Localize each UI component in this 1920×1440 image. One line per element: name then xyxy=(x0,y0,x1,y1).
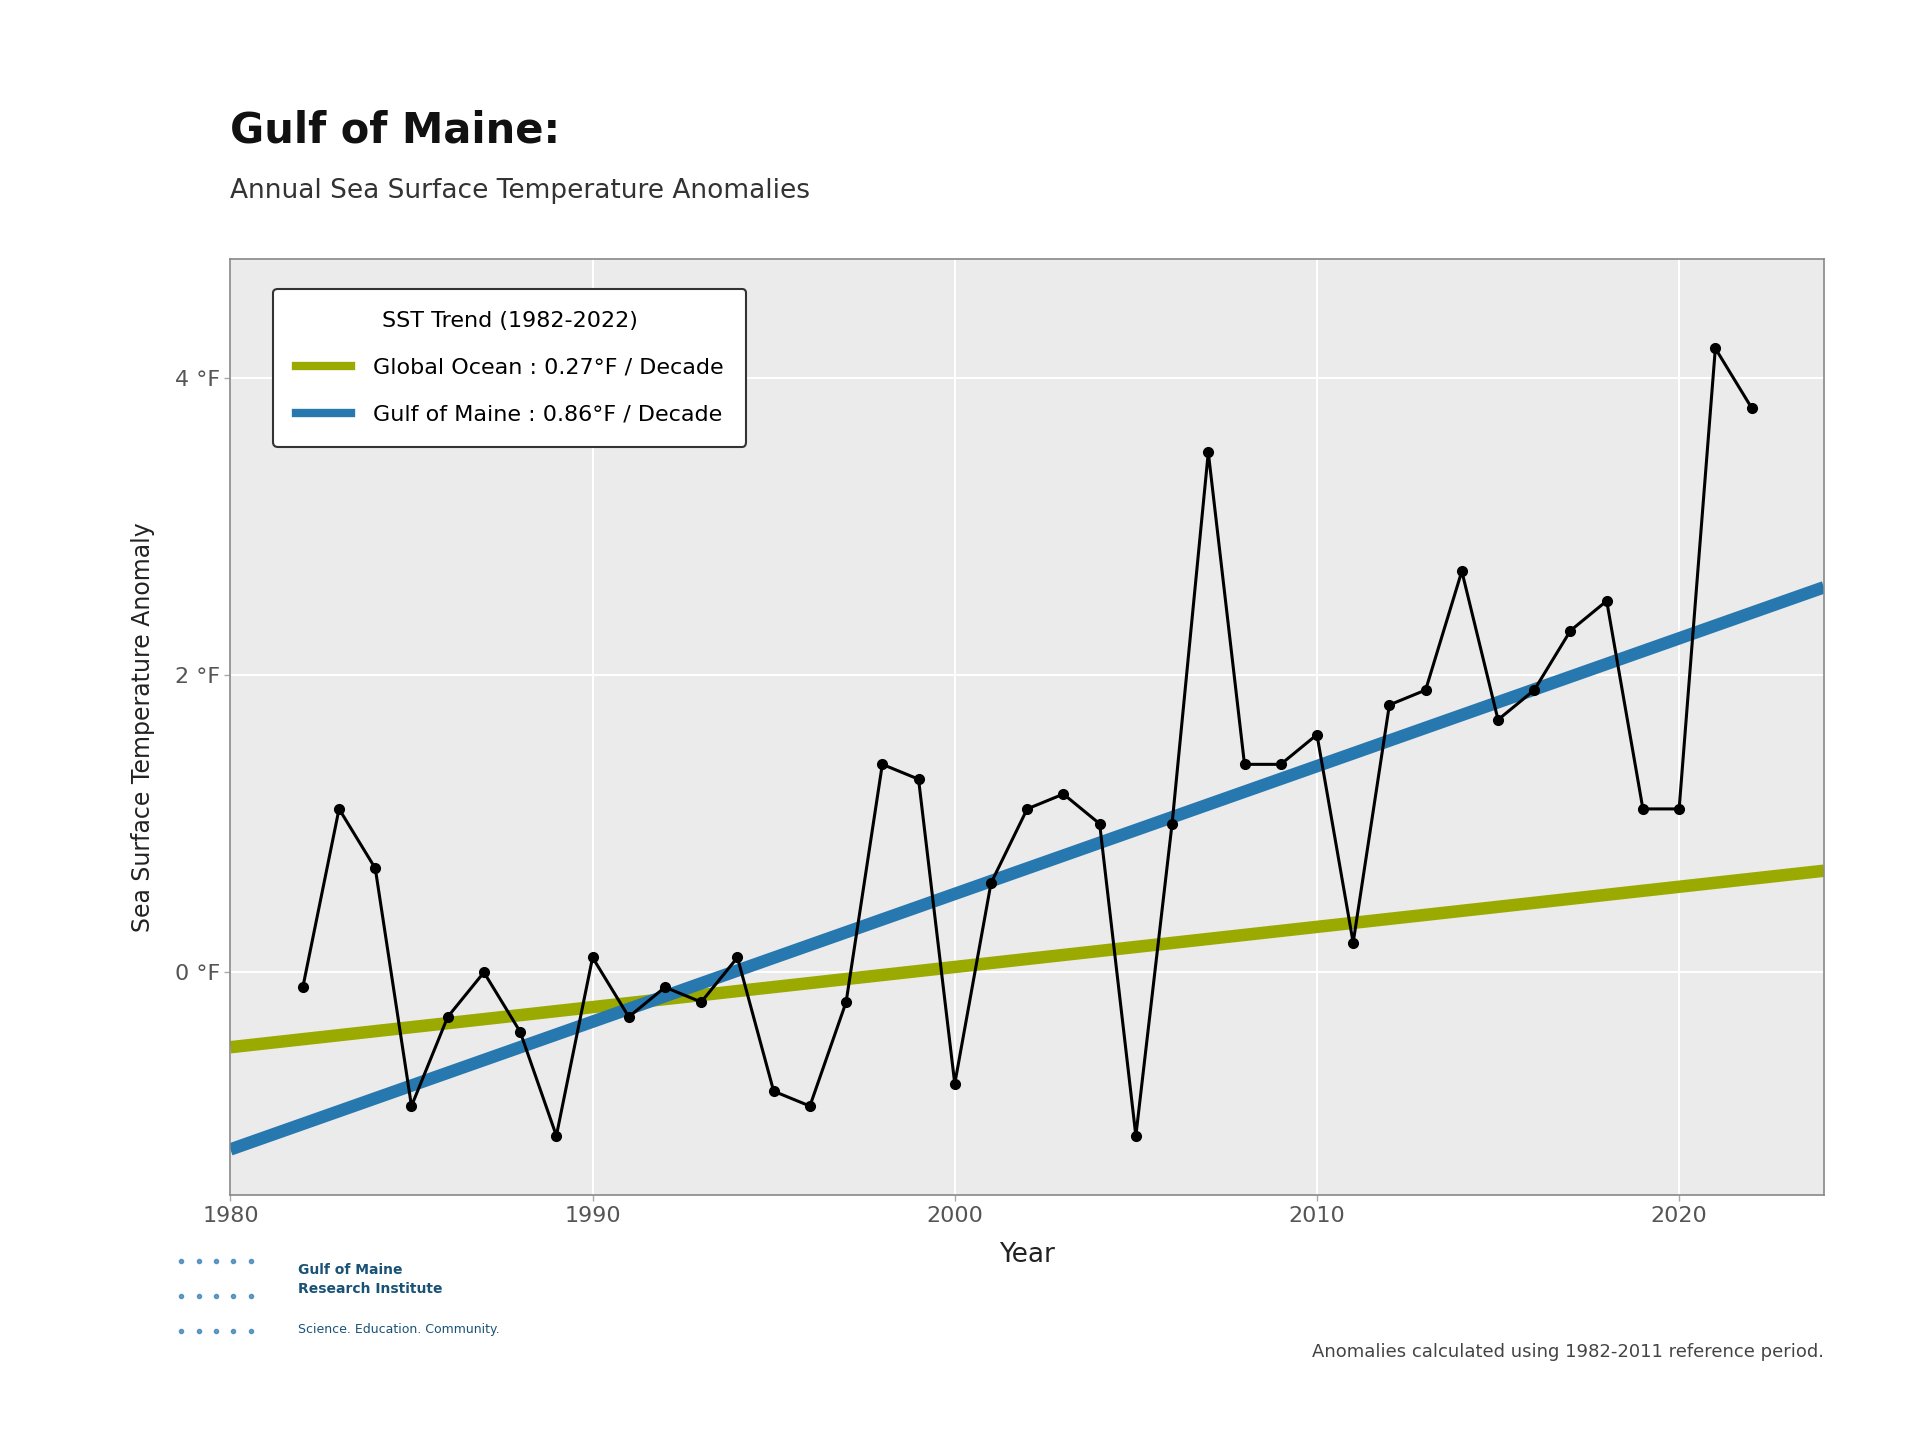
Text: Anomalies calculated using 1982-2011 reference period.: Anomalies calculated using 1982-2011 ref… xyxy=(1311,1342,1824,1361)
Y-axis label: Sea Surface Temperature Anomaly: Sea Surface Temperature Anomaly xyxy=(131,523,156,932)
Text: Gulf of Maine
Research Institute: Gulf of Maine Research Institute xyxy=(298,1263,442,1296)
X-axis label: Year: Year xyxy=(998,1243,1056,1269)
Text: Gulf of Maine:: Gulf of Maine: xyxy=(230,109,561,151)
Text: Annual Sea Surface Temperature Anomalies: Annual Sea Surface Temperature Anomalies xyxy=(230,179,810,204)
Legend: Global Ocean : 0.27°F / Decade, Gulf of Maine : 0.86°F / Decade: Global Ocean : 0.27°F / Decade, Gulf of … xyxy=(273,289,747,446)
Text: Science. Education. Community.: Science. Education. Community. xyxy=(298,1323,499,1336)
